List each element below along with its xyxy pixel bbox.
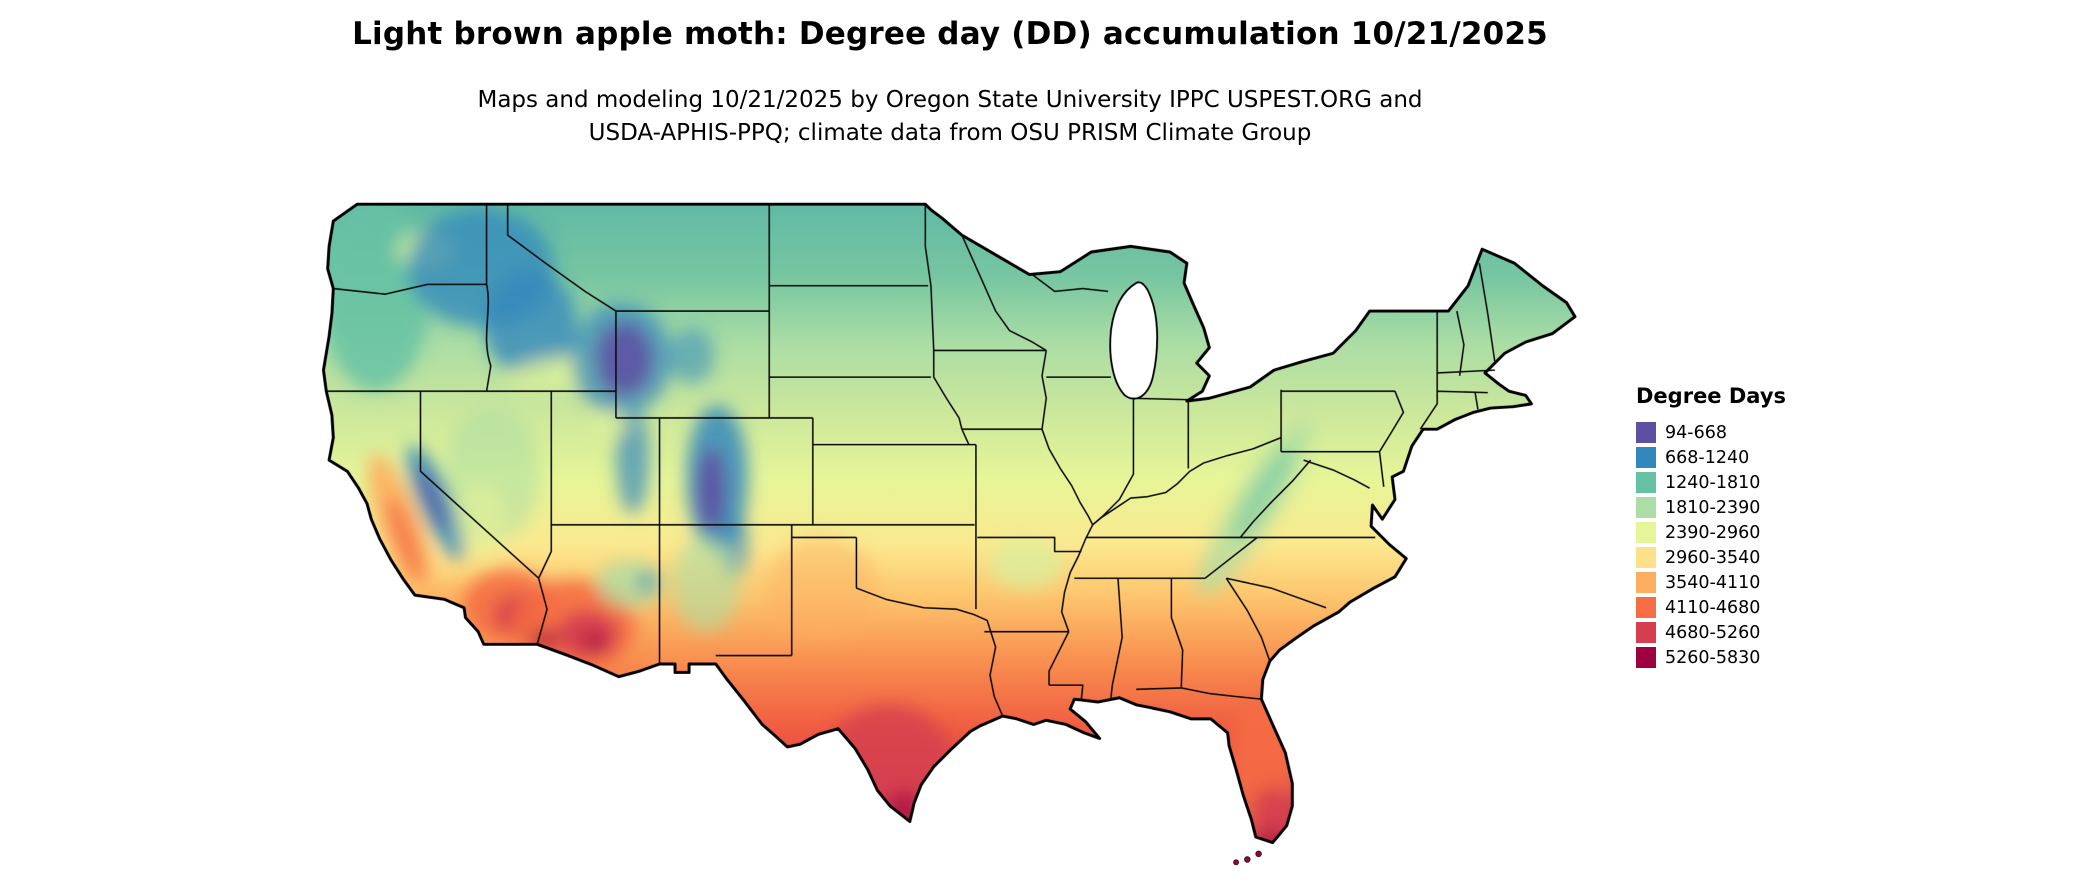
subtitle-line-2: USDA-APHIS-PPQ; climate data from OSU PR… — [588, 120, 1312, 146]
legend-swatch — [1636, 572, 1656, 593]
legend-swatch — [1636, 597, 1656, 618]
legend-label: 2390-2960 — [1665, 522, 1761, 543]
legend-row: 2390-2960 — [1636, 520, 1876, 545]
state-borders-east — [1031, 263, 1496, 700]
legend-swatch — [1636, 472, 1656, 493]
legend-row: 1240-1810 — [1636, 470, 1876, 495]
state-borders-west — [326, 204, 1082, 717]
legend-label: 4110-4680 — [1665, 597, 1761, 618]
page-title: Light brown apple moth: Degree day (DD) … — [352, 16, 1548, 52]
subtitle: Maps and modeling 10/21/2025 by Oregon S… — [0, 84, 1900, 150]
legend-label: 94-668 — [1665, 422, 1727, 443]
lake-michigan — [1109, 281, 1159, 400]
legend-label: 1810-2390 — [1665, 497, 1761, 518]
legend-swatch — [1636, 547, 1656, 568]
legend-label: 1240-1810 — [1665, 472, 1761, 493]
legend: Degree Days 94-668 668-1240 1240-1810 1810-… — [1636, 384, 1876, 670]
legend-swatch — [1636, 647, 1656, 668]
legend-swatch — [1636, 422, 1656, 443]
degree-day-raster — [323, 204, 1575, 843]
legend-swatch — [1636, 522, 1656, 543]
legend-entries: 94-668 668-1240 1240-1810 1810-2390 2390-296… — [1636, 420, 1876, 670]
legend-row: 668-1240 — [1636, 445, 1876, 470]
legend-row: 94-668 — [1636, 420, 1876, 445]
legend-swatch — [1636, 622, 1656, 643]
us-map-svg — [321, 202, 1577, 866]
us-outline — [321, 202, 1577, 845]
legend-label: 2960-3540 — [1665, 547, 1761, 568]
subtitle-line-1: Maps and modeling 10/21/2025 by Oregon S… — [477, 87, 1423, 113]
state-borders-rivers — [961, 234, 1282, 686]
legend-swatch — [1636, 497, 1656, 518]
legend-row: 4110-4680 — [1636, 595, 1876, 620]
legend-swatch — [1636, 447, 1656, 468]
us-degree-day-map — [270, 162, 1620, 889]
legend-row: 1810-2390 — [1636, 495, 1876, 520]
legend-label: 3540-4110 — [1665, 572, 1761, 593]
legend-row: 2960-3540 — [1636, 545, 1876, 570]
legend-row: 4680-5260 — [1636, 620, 1876, 645]
legend-label: 5260-5830 — [1665, 647, 1761, 668]
legend-label: 668-1240 — [1665, 447, 1750, 468]
florida-keys — [1233, 850, 1262, 866]
header: Light brown apple moth: Degree day (DD) … — [0, 16, 1900, 52]
legend-title: Degree Days — [1636, 384, 1787, 408]
legend-label: 4680-5260 — [1665, 622, 1761, 643]
legend-row: 5260-5830 — [1636, 645, 1876, 670]
legend-row: 3540-4110 — [1636, 570, 1876, 595]
